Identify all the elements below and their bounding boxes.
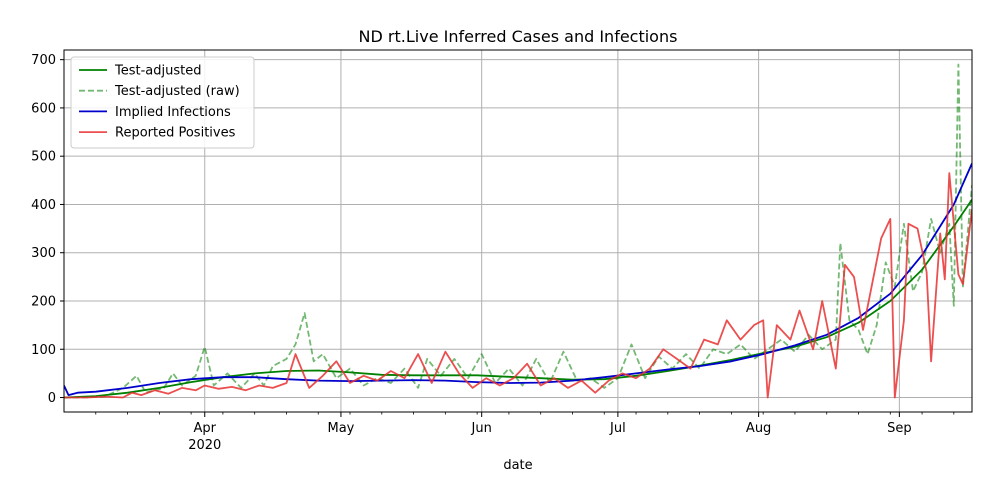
legend-box — [70, 56, 255, 149]
y-tick-label: 0 — [48, 391, 56, 406]
x-tick-label: Apr — [193, 421, 216, 436]
legend-entry: Test-adjusted — [114, 64, 201, 79]
y-tick-label: 300 — [31, 246, 56, 261]
y-tick-label: 700 — [31, 53, 56, 68]
series-line-test-adjusted-raw — [64, 63, 972, 399]
y-tick-label: 100 — [31, 343, 56, 358]
chart-title: ND rt.Live Inferred Cases and Infections — [359, 27, 678, 46]
series-lines — [64, 63, 972, 399]
legend-entry: Implied Infections — [115, 105, 231, 120]
legend-entry: Reported Positives — [115, 126, 236, 141]
plot-frame — [63, 49, 973, 413]
y-tick-label: 600 — [31, 101, 56, 116]
y-tick-label: 200 — [31, 294, 56, 309]
x-tick-label: Aug — [746, 421, 771, 436]
x-tick-label: May — [327, 421, 354, 436]
y-tick-label: 400 — [31, 198, 56, 213]
axis-ticks: 0 100 200 300 400 500 600 700 Apr 2020 May Jun Jul Au… — [31, 53, 955, 453]
x-tick-label: Sep — [887, 421, 912, 436]
series-line-reported-positives — [64, 172, 972, 399]
legend-entry: Test-adjusted (raw) — [114, 84, 240, 99]
x-axis-label: date — [503, 458, 532, 473]
legend: Test-adjusted Test-adjusted (raw) Implied … — [70, 56, 255, 149]
x-tick-sublabel: 2020 — [188, 438, 221, 453]
y-tick-label: 500 — [31, 150, 56, 165]
x-tick-label: Jul — [609, 421, 626, 436]
x-tick-label: Jun — [471, 421, 492, 436]
